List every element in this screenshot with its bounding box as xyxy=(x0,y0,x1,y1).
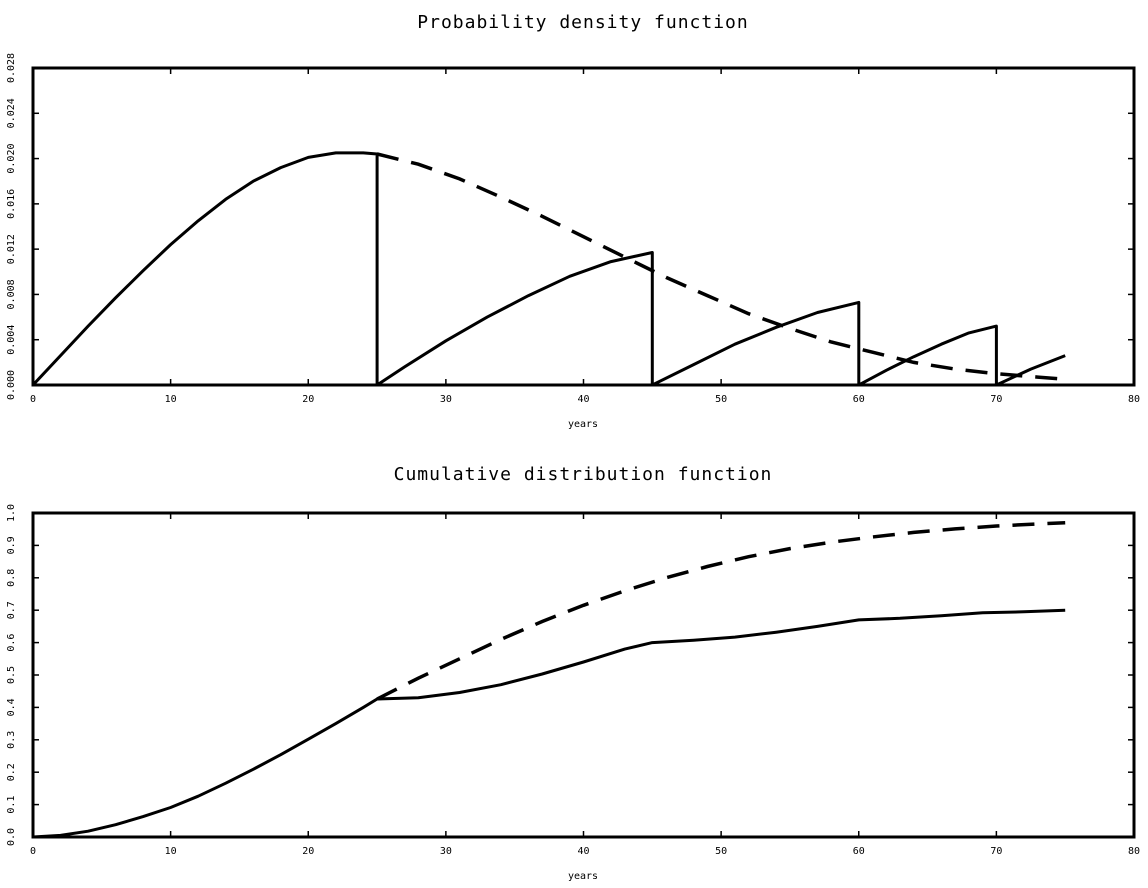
cdf-x-tick-label: 40 xyxy=(577,846,589,857)
cdf-x-tick-label: 60 xyxy=(853,846,865,857)
cdf-x-tick-label: 70 xyxy=(990,846,1002,857)
pdf-x-axis-label: years xyxy=(568,419,598,430)
cdf-y-tick-label: 0.8 xyxy=(6,569,17,587)
pdf-x-tick-label: 0 xyxy=(30,394,36,405)
cdf-series-dashed-line xyxy=(376,520,1066,701)
pdf-x-tick-label: 30 xyxy=(440,394,452,405)
pdf-x-tick-label: 60 xyxy=(853,394,865,405)
pdf-tick-labels: 0 10 20 30 40 50 60 70 80 0.000 0.004 0.008 0.012 0.0… xyxy=(6,53,1140,405)
pdf-x-tick-label: 70 xyxy=(990,394,1002,405)
pdf-plot-frame xyxy=(31,66,1136,387)
pdf-y-tick-label: 0.008 xyxy=(6,279,17,309)
cdf-title: Cumulative distribution function xyxy=(394,464,773,485)
pdf-panel: Probability density function 0 10 20 30 40 50… xyxy=(6,12,1140,430)
pdf-x-tick-label: 50 xyxy=(715,394,727,405)
pdf-x-tick-label: 80 xyxy=(1128,394,1140,405)
cdf-tick-labels: 0 10 20 30 40 50 60 70 80 0.0 0.1 0.2 0.3 0.4 0.5 0.6 0.… xyxy=(6,504,1140,857)
cdf-y-tick-label: 0.6 xyxy=(6,634,17,652)
pdf-series-solid-line xyxy=(31,151,1066,387)
pdf-x-tick-label: 20 xyxy=(302,394,314,405)
cdf-series xyxy=(32,520,1066,839)
cdf-plot-frame xyxy=(31,511,1136,839)
cdf-y-tick-label: 1.0 xyxy=(6,504,17,522)
pdf-x-tick-label: 10 xyxy=(165,394,177,405)
pdf-series xyxy=(31,151,1066,387)
cdf-y-tick-label: 0.1 xyxy=(6,796,17,814)
cdf-x-axis-label: years xyxy=(568,871,598,882)
cdf-x-tick-label: 20 xyxy=(302,846,314,857)
cdf-x-tick-label: 0 xyxy=(30,846,36,857)
pdf-y-tick-label: 0.000 xyxy=(6,370,17,400)
cdf-series-solid-line xyxy=(32,608,1066,839)
cdf-x-tick-label: 30 xyxy=(440,846,452,857)
cdf-y-tick-label: 0.2 xyxy=(6,763,17,781)
pdf-y-tick-label: 0.020 xyxy=(6,144,17,174)
pdf-y-tick-label: 0.004 xyxy=(6,325,17,355)
cdf-y-tick-label: 0.5 xyxy=(6,666,17,684)
pdf-y-tick-label: 0.028 xyxy=(6,53,17,83)
cdf-x-tick-label: 50 xyxy=(715,846,727,857)
cdf-y-tick-label: 0.3 xyxy=(6,731,17,749)
cdf-y-tick-label: 0.4 xyxy=(6,698,17,716)
pdf-y-tick-label: 0.016 xyxy=(6,189,17,219)
cdf-y-tick-label: 0.7 xyxy=(6,601,17,619)
pdf-title: Probability density function xyxy=(417,12,748,33)
cdf-panel: Cumulative distribution function 0 10 20 30… xyxy=(6,464,1140,882)
cdf-y-tick-label: 0.9 xyxy=(6,536,17,554)
pdf-ticks xyxy=(32,67,1135,386)
cdf-y-tick-label: 0.0 xyxy=(6,828,17,846)
pdf-y-tick-label: 0.024 xyxy=(6,98,17,128)
pdf-x-tick-label: 40 xyxy=(577,394,589,405)
pdf-y-tick-label: 0.012 xyxy=(6,234,17,264)
cdf-x-tick-label: 10 xyxy=(165,846,177,857)
pdf-series-dashed-line xyxy=(376,152,1066,382)
cdf-ticks xyxy=(32,512,1135,838)
cdf-x-tick-label: 80 xyxy=(1128,846,1140,857)
